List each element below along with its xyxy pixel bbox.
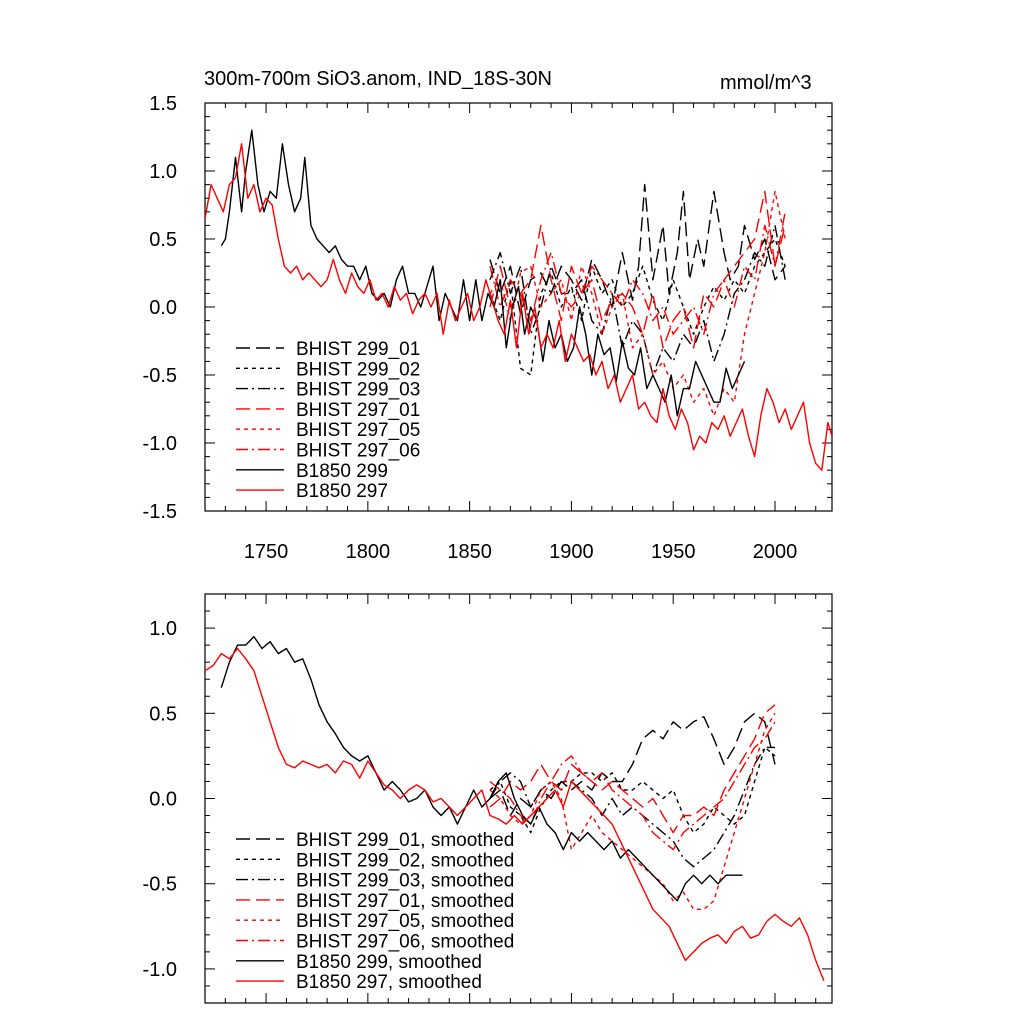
- legend-label: BHIST 297_06: [296, 441, 420, 462]
- legend-label: BHIST 297_05: [296, 420, 420, 441]
- legend-label: B1850 297, smoothed: [296, 972, 482, 993]
- x-tick-label: 1950: [651, 541, 696, 563]
- series-line-b1850-297-smoothed: [205, 647, 825, 982]
- legend-label: BHIST 299_02: [296, 359, 420, 380]
- series-line-bhist-297-05-smoothed: [489, 712, 776, 910]
- legend-label: BHIST 299_01, smoothed: [296, 830, 514, 851]
- legend-label: BHIST 297_06, smoothed: [296, 932, 514, 953]
- series-line-bhist-297-01: [489, 190, 786, 349]
- y-tick-label: -0.5: [143, 874, 177, 896]
- chart-panel-top: -1.5 -1.0 -0.5 0.0 0.5 1.0 1.5 1750 1800 1850 1900…: [143, 93, 833, 563]
- y-tick-label: 0.0: [149, 297, 177, 319]
- y-tick-label: 0.5: [149, 229, 177, 251]
- legend-label: BHIST 299_01: [296, 339, 420, 360]
- y-tick-label: 1.5: [149, 93, 177, 115]
- series-line-b1850-299-smoothed: [220, 635, 743, 902]
- legend-label: B1850 299, smoothed: [296, 952, 482, 973]
- series-line-bhist-299-02: [489, 238, 786, 376]
- series-line-b1850-297: [205, 143, 832, 471]
- legend-label: BHIST 297_01: [296, 400, 420, 421]
- x-tick-label: 1750: [244, 541, 289, 563]
- series-line-b1850-299: [220, 129, 746, 417]
- y-tick-label: -1.5: [143, 501, 177, 523]
- legend-label: B1850 299: [296, 461, 388, 482]
- legend-label: BHIST 297_01, smoothed: [296, 891, 514, 912]
- legend-label: BHIST 297_05, smoothed: [296, 911, 514, 932]
- y-tick-label: 1.0: [149, 161, 177, 183]
- legend-label: BHIST 299_03: [296, 380, 420, 401]
- series-line-bhist-297-01-smoothed: [489, 704, 776, 834]
- series-line-bhist-299-01: [489, 183, 786, 315]
- x-tick-label: 1900: [549, 541, 594, 563]
- series-line-bhist-297-06-smoothed: [489, 721, 776, 851]
- x-tick-label: 2000: [753, 541, 798, 563]
- x-tick-label: 1800: [346, 541, 391, 563]
- legend-label: BHIST 299_03, smoothed: [296, 871, 514, 892]
- chart-title: 300m-700m SiO3.anom, IND_18S-30N: [204, 68, 552, 90]
- y-tick-label: 0.5: [149, 703, 177, 725]
- legend-label: BHIST 299_02, smoothed: [296, 850, 514, 871]
- x-tick-label: 1850: [447, 541, 492, 563]
- series-line-bhist-299-03: [489, 224, 786, 376]
- y-tick-label: -0.5: [143, 365, 177, 387]
- series-line-bhist-297-06: [489, 211, 786, 335]
- series-line-bhist-299-01-smoothed: [489, 712, 776, 817]
- y-tick-label: -1.0: [143, 433, 177, 455]
- units-label: mmol/m^3: [720, 72, 812, 94]
- y-tick-label: 0.0: [149, 789, 177, 811]
- y-tick-label: -1.0: [143, 959, 177, 981]
- legend-label: B1850 297: [296, 481, 388, 502]
- y-tick-label: 1.0: [149, 618, 177, 640]
- series-line-bhist-299-02-smoothed: [489, 746, 776, 834]
- series-line-bhist-297-05: [489, 190, 786, 417]
